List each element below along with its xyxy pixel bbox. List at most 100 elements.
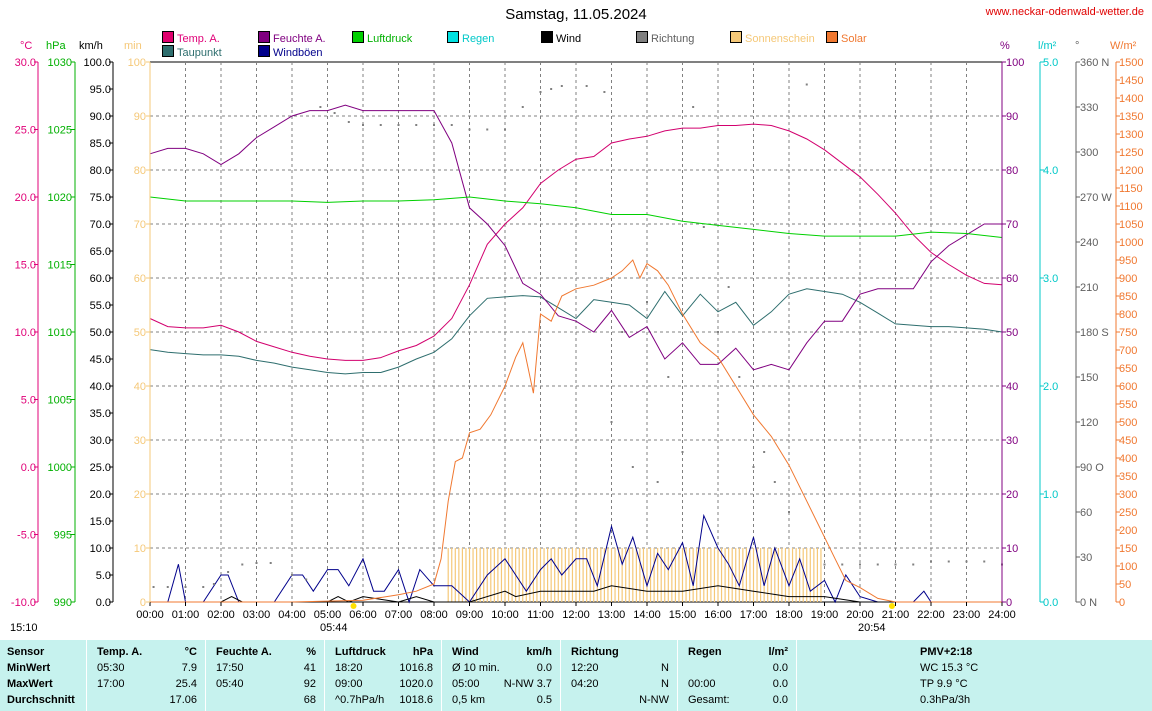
temp-axis-tick-label: 30.0: [15, 57, 36, 69]
x-tick-label: 00:00: [136, 609, 164, 621]
direction-axis-tick-label: 240: [1080, 237, 1098, 249]
sun-axis-unit: min: [124, 40, 142, 52]
rain-axis-unit: l/m²: [1038, 40, 1057, 52]
stats-col-rain: Regen l/m² 0.0 00:00 0.0 Gesamt: 0.0: [678, 640, 797, 711]
solar-axis-tick-label: 1050: [1119, 219, 1143, 231]
legend-label: Feuchte A.: [273, 33, 326, 45]
wind-axis-tick-label: 55.0: [90, 300, 111, 312]
wind-axis-tick-label: 60.0: [90, 273, 111, 285]
legend-label: Wind: [556, 33, 582, 45]
direction-axis-tick-label: 150: [1080, 372, 1098, 384]
direction-axis-tick-label: 330: [1080, 102, 1098, 114]
stats-cell-value: 0.5: [536, 694, 552, 706]
direction-point: [212, 583, 215, 585]
x-tick-label: 03:00: [243, 609, 271, 621]
stats-cell-label: 05:40: [216, 678, 244, 690]
x-tick-label: 07:00: [385, 609, 413, 621]
wind-axis-tick-label: 15.0: [90, 516, 111, 528]
humidity-axis-tick-label: 80: [1006, 165, 1018, 177]
solar-axis-tick-label: 650: [1119, 363, 1137, 375]
legend-swatch: [258, 45, 270, 57]
rain-axis-tick-label: 4.0: [1043, 165, 1058, 177]
direction-point: [667, 376, 670, 378]
solar-axis-tick-label: 800: [1119, 309, 1137, 321]
direction-point: [965, 560, 968, 563]
legend-dewpoint: Taupunkt: [162, 45, 222, 59]
stats-cell-label: 05:00: [452, 678, 480, 690]
sunset-label: 20:54: [858, 622, 886, 634]
stats-cell-label: 09:00: [335, 678, 363, 690]
sun-axis-tick-label: 0: [140, 597, 146, 609]
direction-axis-tick-label: 270 W: [1080, 192, 1112, 204]
direction-axis-tick-label: 120: [1080, 417, 1098, 429]
sun-axis-tick-label: 100: [128, 57, 146, 69]
legend-label: Richtung: [651, 33, 695, 45]
wind-axis-tick-label: 25.0: [90, 462, 111, 474]
x-tick-label: 08:00: [420, 609, 448, 621]
x-tick-label: 11:00: [527, 609, 554, 621]
direction-point: [305, 578, 308, 581]
rain-axis-tick-label: 0.0: [1043, 597, 1058, 609]
solar-axis-tick-label: 300: [1119, 489, 1137, 501]
wind-axis-tick-label: 100.0: [83, 57, 111, 69]
solar-axis-tick-label: 1300: [1119, 129, 1143, 141]
stats-cell-value: 68: [303, 694, 316, 706]
direction-point: [763, 451, 766, 453]
legend-swatch: [352, 31, 364, 43]
series-solar: [150, 259, 1002, 603]
stats-cell-value: 0.0: [772, 694, 788, 706]
wind-axis-tick-label: 90.0: [90, 111, 111, 123]
stats-cell-value: 25.4: [175, 678, 197, 690]
solar-axis-tick-label: 450: [1119, 435, 1137, 447]
direction-point: [184, 586, 187, 588]
site-link[interactable]: www.neckar-odenwald-wetter.de: [985, 6, 1144, 18]
humidity-axis-tick-label: 40: [1006, 381, 1018, 393]
series-taupunkt: [149, 288, 1003, 375]
temp-axis-tick-label: 5.0: [21, 395, 36, 407]
stats-cell-label: Gesamt:: [688, 694, 730, 706]
pressure-axis-tick-label: 990: [54, 597, 72, 609]
solar-axis-tick-label: 1250: [1119, 147, 1143, 159]
direction-point: [255, 562, 258, 564]
wind-axis-tick-label: 65.0: [90, 246, 111, 258]
solar-axis-tick-label: 1200: [1119, 165, 1143, 177]
direction-point: [717, 331, 719, 333]
legend-label: Solar: [841, 33, 867, 45]
direction-axis-unit: °: [1075, 40, 1080, 52]
x-tick-label: 06:00: [349, 609, 377, 621]
legend-swatch: [541, 31, 553, 43]
humidity-axis-tick-label: 0: [1006, 597, 1012, 609]
direction-point: [202, 586, 205, 588]
temp-axis-tick-label: -5.0: [17, 530, 36, 542]
legend-label: Temp. A.: [177, 33, 220, 45]
temp-axis-unit: °C: [20, 40, 33, 52]
direction-axis-tick-label: 360 N: [1080, 57, 1109, 69]
x-tick-label: 02:00: [207, 609, 235, 621]
stats-cell-value: 7.9: [181, 662, 197, 674]
stats-cell-value: 0.0: [772, 662, 788, 674]
stats-cell: PMV+2:18: [920, 646, 973, 658]
rain-axis: 5.0 4.0 3.0 2.0 1.0 0.0: [1039, 57, 1058, 609]
temp-axis-tick-label: -10.0: [11, 597, 36, 609]
temp-axis: 30.0 25.0 20.0 15.0 10.0 5.0 0.0 -5.0 -10.0: [11, 57, 39, 609]
direction-axis-tick-label: 300: [1080, 147, 1098, 159]
direction-axis-tick-label: 0 N: [1080, 597, 1097, 609]
pressure-axis-tick-label: 1015: [48, 260, 72, 272]
stats-cell: WC 15.3 °C: [920, 662, 979, 674]
direction-point: [433, 124, 435, 126]
legend-swatch: [258, 31, 270, 43]
x-tick-label: 16:00: [704, 609, 732, 621]
stats-col-temperature: Temp. A. °C 05:30 7.9 17:00 25.4 17.06: [87, 640, 206, 711]
stats-table: Sensor MinWert MaxWert Durchschnitt Temp. A.…: [0, 640, 1152, 711]
stats-cell-value: hPa: [412, 646, 433, 658]
stats-cell-label: ^0.7hPa/h: [335, 694, 385, 706]
direction-point: [930, 560, 932, 563]
series-feuchte-a: [149, 104, 1002, 371]
x-tick-label: 14:00: [633, 609, 661, 621]
solar-axis-tick-label: 1400: [1119, 93, 1143, 105]
x-tick-label: 20:00: [846, 609, 874, 621]
temp-axis-tick-label: 0.0: [21, 462, 36, 474]
direction-point: [362, 124, 364, 126]
direction-point: [631, 466, 634, 468]
direction-point: [291, 574, 293, 576]
